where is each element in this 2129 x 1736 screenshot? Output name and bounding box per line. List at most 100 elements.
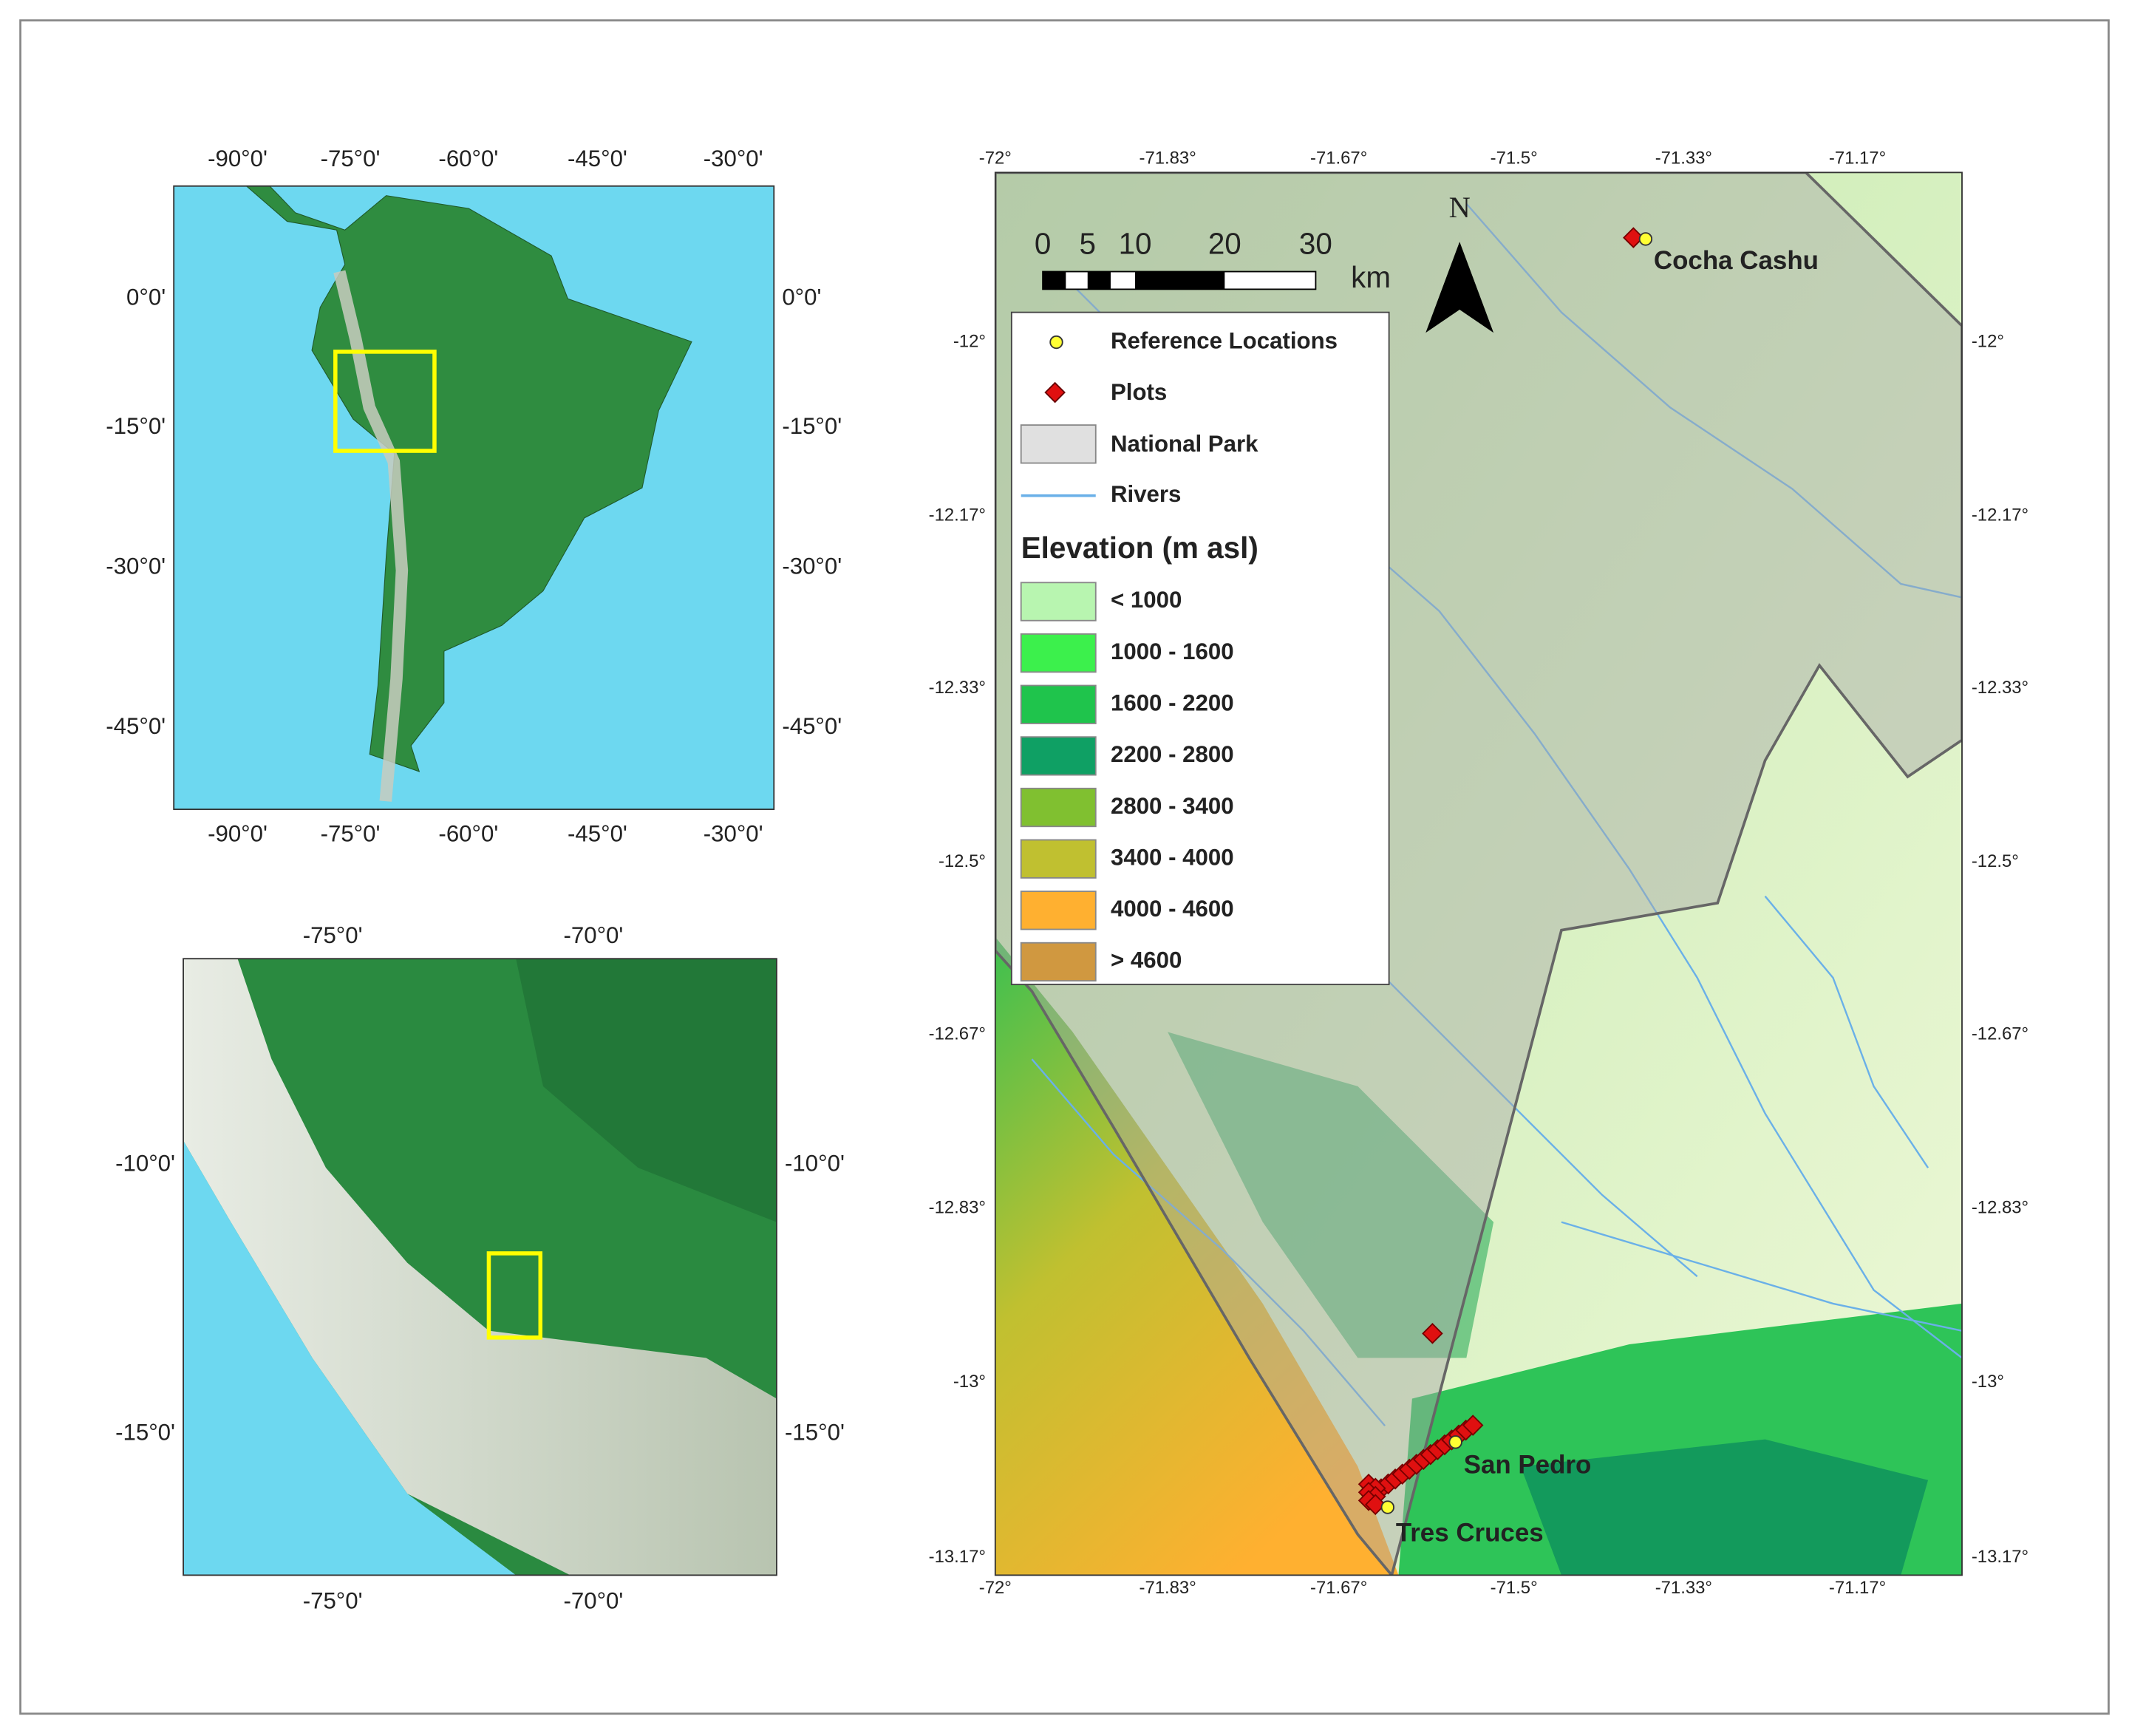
x-tick-label: -71.67° — [1310, 1578, 1367, 1598]
place-label: Tres Cruces — [1396, 1518, 1544, 1547]
legend-label: > 4600 — [1111, 947, 1182, 973]
legend-label: National Park — [1111, 431, 1258, 457]
y-tick-label: -15°0' — [785, 1420, 845, 1446]
scale-label: 20 — [1208, 226, 1241, 260]
y-tick-label: -12.33° — [1972, 678, 2028, 698]
slope — [1520, 1439, 1929, 1576]
legend-swatch — [1020, 633, 1097, 673]
scale-bar-segment — [1135, 271, 1225, 290]
x-tick-label: -71.17° — [1829, 148, 1886, 168]
legend-swatch — [1020, 582, 1097, 622]
legend-label: 3400 - 4000 — [1111, 844, 1234, 870]
map-border — [994, 171, 1963, 1576]
y-tick-label: -12.5° — [939, 851, 986, 871]
y-tick-label: -12.33° — [929, 678, 986, 698]
y-tick-label: -12° — [953, 331, 986, 351]
scale-label: 30 — [1299, 226, 1332, 260]
andes — [333, 270, 409, 802]
y-tick-label: -30°0' — [782, 553, 842, 579]
x-tick-label: -90°0' — [208, 146, 268, 171]
place-label: San Pedro — [1464, 1451, 1592, 1480]
plots — [1358, 227, 1653, 1516]
forest — [516, 959, 777, 1222]
y-tick-label: -13° — [1972, 1372, 2004, 1392]
x-tick-label: -75°0' — [321, 146, 381, 171]
x-tick-label: -45°0' — [568, 146, 627, 171]
scale-unit: km — [1351, 260, 1391, 294]
x-tick-label: -75°0' — [303, 922, 363, 948]
y-tick-label: -12.5° — [1972, 851, 2019, 871]
legend-park-symbol — [1020, 424, 1097, 464]
y-tick-label: 0°0' — [782, 285, 821, 310]
y-tick-label: -30°0' — [106, 553, 166, 579]
y-tick-label: -13.17° — [1972, 1547, 2028, 1567]
plot-marker — [1623, 227, 1644, 248]
y-tick-label: -15°0' — [782, 413, 842, 439]
x-tick-label: -75°0' — [321, 820, 381, 846]
legend-reference-symbol — [1049, 335, 1063, 350]
legend-swatch — [1020, 839, 1097, 879]
x-tick-label: -71.5° — [1491, 1578, 1538, 1598]
elevation-classes: < 1000 1000 - 1600 1600 - 2200 2200 - 2800 2… — [1020, 582, 1234, 982]
legend-swatch — [1020, 736, 1097, 776]
ocean — [183, 1140, 517, 1576]
x-tick-label: -70°0' — [563, 922, 623, 948]
legend-swatch — [1020, 942, 1097, 982]
map-border — [173, 185, 775, 811]
legend-title: Elevation (m asl) — [1021, 531, 1258, 565]
y-tick-label: -45°0' — [782, 713, 842, 739]
y-tick-label: 0°0' — [126, 285, 166, 310]
x-tick-label: -60°0' — [438, 146, 498, 171]
x-tick-label: -71.17° — [1829, 1578, 1886, 1598]
x-tick-label: -71.33° — [1655, 1578, 1712, 1598]
x-tick-label: -60°0' — [438, 820, 498, 846]
y-tick-label: -12.17° — [929, 506, 986, 525]
scale-bar-segment — [1087, 271, 1111, 290]
x-tick-label: -72° — [979, 1578, 1012, 1598]
north-label: N — [1449, 191, 1471, 224]
place-label: Cocha Cashu — [1654, 246, 1819, 275]
x-tick-label: -45°0' — [568, 820, 627, 846]
reference-marker — [1448, 1435, 1462, 1449]
slope — [1168, 1032, 1494, 1358]
legend-label: 2200 - 2800 — [1111, 741, 1234, 767]
x-tick-label: -71.83° — [1140, 1578, 1196, 1598]
legend-swatch — [1020, 787, 1097, 828]
legend-swatch — [1020, 684, 1097, 724]
legend-label: Rivers — [1111, 481, 1181, 507]
y-tick-label: -15°0' — [115, 1420, 175, 1446]
map-border — [183, 958, 777, 1576]
peru-map — [183, 959, 777, 1576]
x-tick-label: -71.67° — [1310, 148, 1367, 168]
legend-label: 1000 - 1600 — [1111, 639, 1234, 664]
north-arrow — [1425, 242, 1494, 333]
y-tick-label: -12° — [1972, 331, 2004, 351]
y-tick-label: -10°0' — [115, 1151, 175, 1177]
x-tick-label: -30°0' — [704, 146, 763, 171]
reference-marker — [1380, 1500, 1394, 1514]
south-america-map — [174, 185, 774, 810]
scale-label: 5 — [1079, 226, 1095, 260]
inset-box — [486, 1251, 543, 1340]
y-tick-label: -12.67° — [1972, 1024, 2028, 1044]
scale-label: 10 — [1119, 226, 1152, 260]
reference-marker — [1638, 232, 1653, 246]
plot-marker — [1364, 1494, 1386, 1516]
scale-bar: km 0 5 10 20 30 — [1035, 226, 1391, 294]
inset-box — [333, 350, 437, 453]
x-tick-label: -75°0' — [303, 1587, 363, 1613]
legend-label: 4000 - 4600 — [1111, 896, 1234, 922]
y-tick-label: -12.17° — [1972, 506, 2028, 525]
y-tick-label: -12.83° — [1972, 1198, 2028, 1218]
x-tick-label: -70°0' — [563, 1587, 623, 1613]
legend-swatch — [1020, 891, 1097, 930]
legend-label: Reference Locations — [1111, 327, 1338, 353]
x-tick-label: -30°0' — [704, 820, 763, 846]
scale-label: 0 — [1035, 226, 1051, 260]
legend-plot-symbol — [1044, 381, 1066, 404]
legend-label: 1600 - 2200 — [1111, 690, 1234, 716]
legend-label: < 1000 — [1111, 587, 1182, 613]
x-tick-label: -71.33° — [1655, 148, 1712, 168]
